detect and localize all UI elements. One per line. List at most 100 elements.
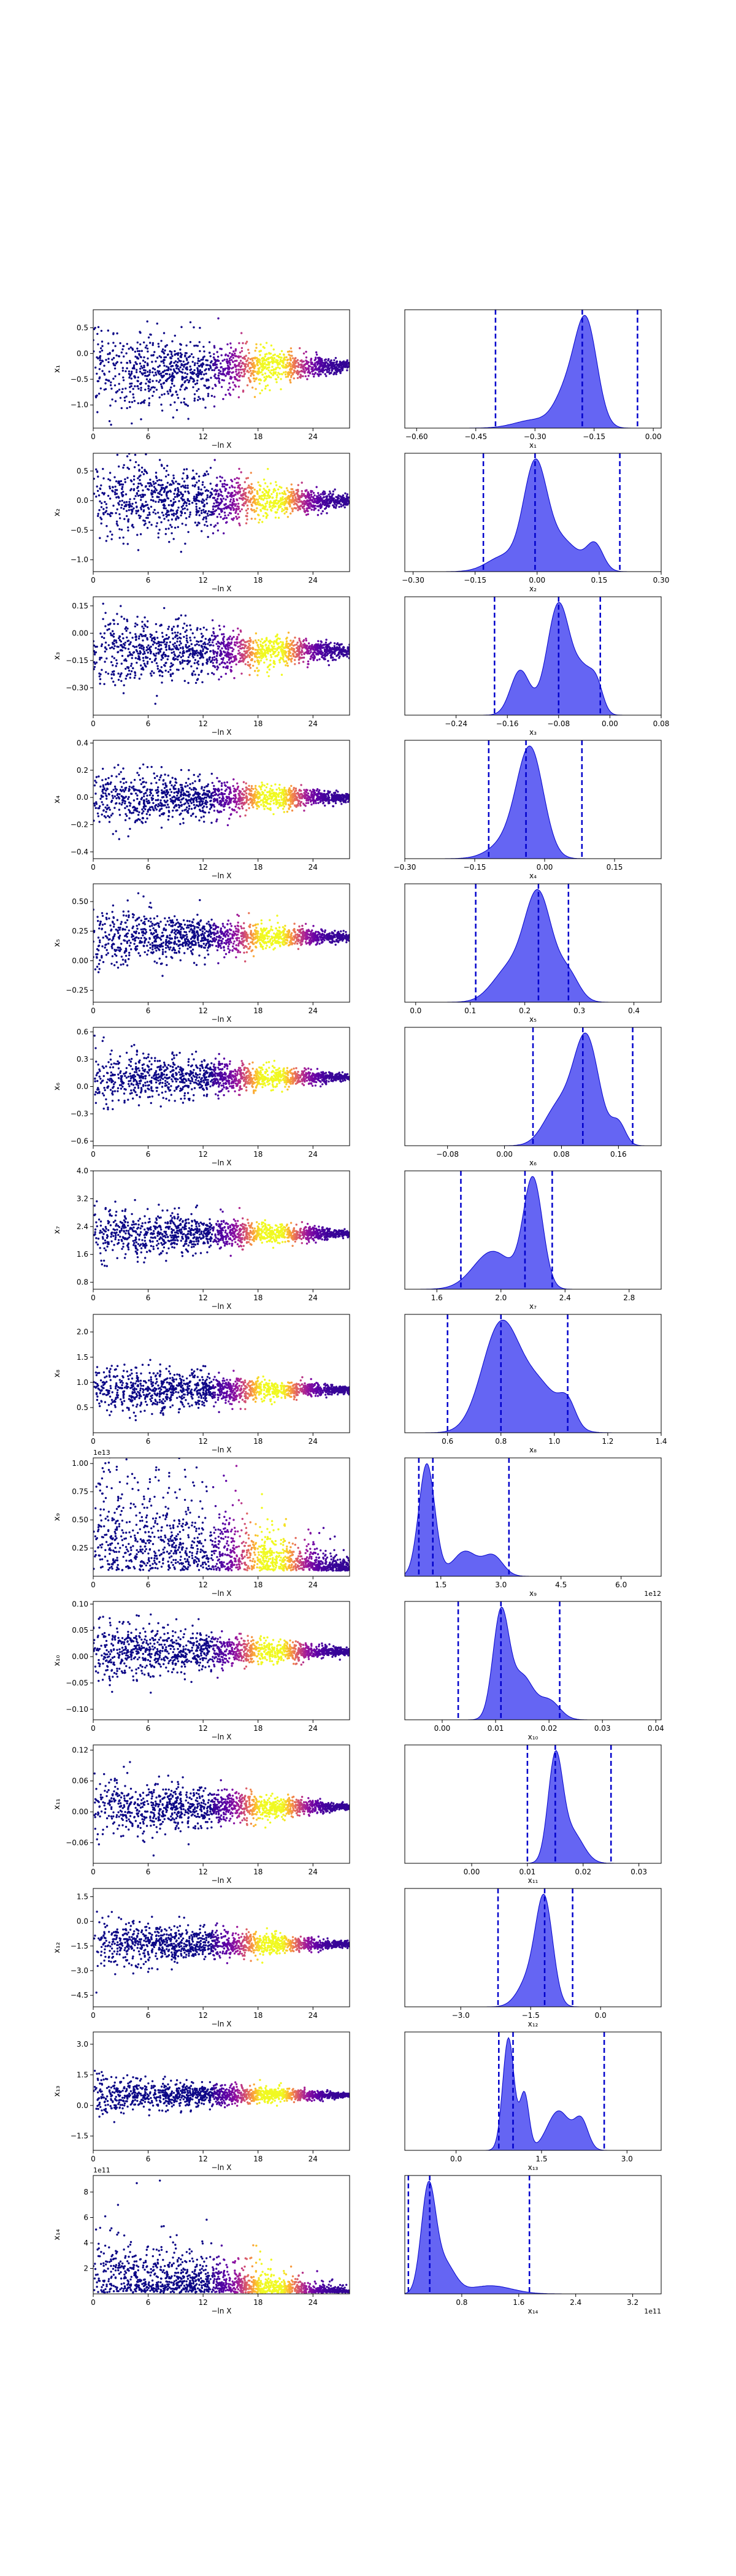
scatter-point bbox=[184, 352, 187, 355]
scatter-point bbox=[165, 634, 168, 637]
scatter-point bbox=[110, 381, 112, 384]
scatter-point bbox=[243, 797, 246, 799]
scatter-point bbox=[185, 645, 187, 648]
scatter-point bbox=[114, 493, 117, 496]
scatter-point bbox=[273, 488, 276, 490]
scatter-point bbox=[156, 370, 159, 372]
scatter-point bbox=[323, 496, 325, 499]
scatter-point bbox=[276, 647, 278, 650]
scatter-point bbox=[232, 508, 235, 512]
y-tick-label: −0.30 bbox=[66, 683, 88, 692]
scatter-point bbox=[177, 506, 180, 509]
scatter-point bbox=[277, 508, 279, 511]
scatter-point bbox=[170, 369, 172, 371]
scatter-point bbox=[323, 504, 326, 507]
scatter-point bbox=[127, 667, 129, 670]
scatter-point bbox=[266, 508, 269, 511]
scatter-point bbox=[156, 480, 159, 482]
scatter-point bbox=[307, 513, 309, 516]
scatter-point bbox=[254, 670, 256, 672]
scatter-point bbox=[228, 486, 231, 489]
scatter-point bbox=[166, 390, 169, 393]
scatter-point bbox=[122, 466, 125, 469]
scatter-point bbox=[274, 361, 277, 363]
scatter-point bbox=[200, 364, 202, 366]
scatter-point bbox=[109, 647, 112, 650]
scatter-point bbox=[243, 356, 246, 358]
scatter-point bbox=[292, 497, 294, 500]
scatter-point bbox=[303, 652, 305, 655]
scatter-point bbox=[136, 350, 139, 353]
scatter-point bbox=[292, 652, 294, 655]
scatter-point bbox=[181, 498, 183, 500]
scatter-point bbox=[333, 646, 336, 649]
scatter-point bbox=[191, 632, 194, 635]
scatter-point bbox=[139, 643, 141, 646]
scatter-point bbox=[313, 505, 315, 508]
scatter-point bbox=[192, 469, 194, 472]
scatter-point bbox=[165, 662, 167, 664]
scatter-point bbox=[307, 375, 310, 377]
x-tick-label: 0 bbox=[91, 719, 96, 728]
scatter-point bbox=[204, 385, 207, 387]
scatter-point bbox=[237, 502, 240, 505]
scatter-point bbox=[107, 776, 110, 780]
scatter-point bbox=[126, 636, 128, 639]
scatter-point bbox=[263, 661, 266, 664]
scatter-point bbox=[236, 635, 239, 638]
scatter-point bbox=[113, 639, 116, 642]
scatter-point bbox=[128, 651, 131, 654]
scatter-point bbox=[259, 659, 263, 662]
scatter-point bbox=[331, 366, 333, 369]
scatter-point bbox=[196, 661, 199, 664]
scatter-point bbox=[316, 363, 319, 366]
scatter-point bbox=[182, 789, 185, 792]
scatter-point bbox=[139, 367, 142, 370]
scatter-point bbox=[179, 352, 182, 355]
scatter-point bbox=[264, 482, 267, 485]
scatter-point bbox=[278, 362, 280, 365]
scatter-point bbox=[261, 781, 263, 784]
scatter-point bbox=[269, 389, 271, 391]
scatter-point bbox=[123, 644, 126, 646]
scatter-point bbox=[258, 652, 261, 654]
scatter-point bbox=[145, 344, 148, 347]
scatter-point bbox=[305, 356, 308, 359]
scatter-point bbox=[310, 656, 312, 658]
scatter-point bbox=[243, 358, 247, 360]
scatter-point bbox=[131, 510, 134, 513]
scatter-point bbox=[155, 360, 157, 362]
scatter-point bbox=[156, 665, 159, 667]
scatter-point bbox=[194, 681, 197, 684]
scatter-point bbox=[93, 650, 95, 653]
scatter-point bbox=[244, 645, 247, 648]
scatter-point bbox=[221, 359, 224, 362]
scatter-point bbox=[208, 386, 210, 388]
scatter-point bbox=[161, 512, 164, 514]
scatter-point bbox=[247, 486, 249, 489]
scatter-point bbox=[138, 656, 140, 659]
scatter-point bbox=[180, 656, 182, 659]
scatter-point bbox=[348, 657, 350, 659]
scatter-point bbox=[183, 502, 185, 505]
scatter-point bbox=[162, 370, 165, 373]
scatter-point bbox=[234, 378, 237, 380]
scatter-point bbox=[121, 391, 123, 394]
scatter-point bbox=[136, 645, 138, 648]
scatter-point bbox=[125, 677, 127, 680]
x-tick-label: 6 bbox=[146, 719, 151, 728]
scatter-point bbox=[166, 491, 169, 494]
scatter-point bbox=[282, 361, 285, 364]
scatter-point bbox=[205, 372, 207, 375]
scatter-point bbox=[252, 370, 255, 372]
scatter-point bbox=[118, 355, 121, 358]
scatter-point bbox=[237, 634, 240, 636]
scatter-point bbox=[191, 370, 194, 374]
scatter-point bbox=[296, 646, 299, 650]
scatter-point bbox=[267, 369, 270, 372]
scatter-point bbox=[269, 659, 272, 662]
x-tick-label: −0.15 bbox=[583, 432, 605, 441]
scatter-point bbox=[146, 766, 149, 769]
scatter-point bbox=[173, 659, 176, 661]
scatter-point bbox=[217, 355, 220, 358]
